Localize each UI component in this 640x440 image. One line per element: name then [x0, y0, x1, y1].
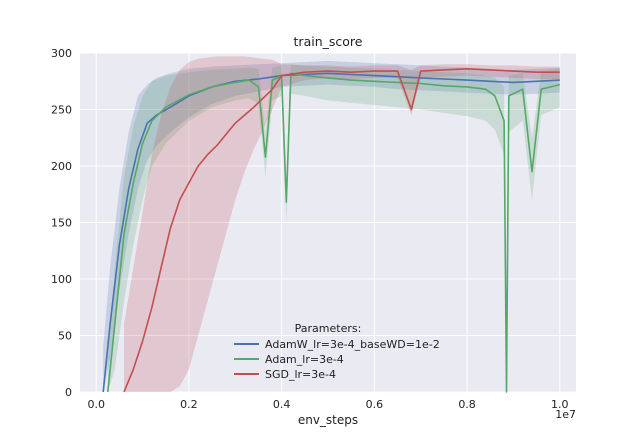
y-tick-label: 250 — [51, 104, 72, 117]
series-lines — [102, 68, 560, 393]
x-tick-label: 0.6 — [366, 398, 384, 411]
band-adam — [107, 64, 560, 393]
x-tick-label: 1.0 — [551, 398, 569, 411]
series-line-sgd — [123, 68, 560, 393]
chart-title: train_score — [294, 34, 363, 49]
legend-title: Parameters: — [295, 322, 362, 335]
y-tick-label: 200 — [51, 160, 72, 173]
x-tick-label: 0.4 — [273, 398, 291, 411]
tick-labels: 0.0 0.2 0.4 0.6 0.8 1.0 0 50 100 150 200 250 300 — [51, 47, 569, 411]
x-tick-label: 0.2 — [180, 398, 198, 411]
y-tick-label: 0 — [65, 386, 72, 399]
x-tick-label: 0.8 — [458, 398, 476, 411]
legend-label-adam: Adam_lr=3e-4 — [265, 353, 344, 366]
x-axis-label: env_steps — [298, 413, 358, 427]
x-tick-label: 0.0 — [87, 398, 105, 411]
y-tick-label: 300 — [51, 47, 72, 60]
legend-entry-adamw: AdamW_lr=3e-4_baseWD=1e-2 — [234, 338, 440, 351]
y-tick-label: 50 — [58, 330, 72, 343]
legend-entry-sgd: SGD_lr=3e-4 — [234, 368, 336, 381]
y-tick-label: 100 — [51, 273, 72, 286]
x-axis-offset-label: 1e7 — [555, 408, 576, 421]
legend-label-adamw: AdamW_lr=3e-4_baseWD=1e-2 — [265, 338, 440, 351]
legend-label-sgd: SGD_lr=3e-4 — [265, 368, 336, 381]
legend: Parameters: AdamW_lr=3e-4_baseWD=1e-2 Ad… — [234, 322, 440, 381]
series-line-adam — [107, 72, 560, 393]
y-tick-label: 150 — [51, 217, 72, 230]
grid-lines — [80, 52, 576, 393]
band-sgd — [124, 56, 560, 393]
legend-entry-adam: Adam_lr=3e-4 — [234, 353, 344, 366]
